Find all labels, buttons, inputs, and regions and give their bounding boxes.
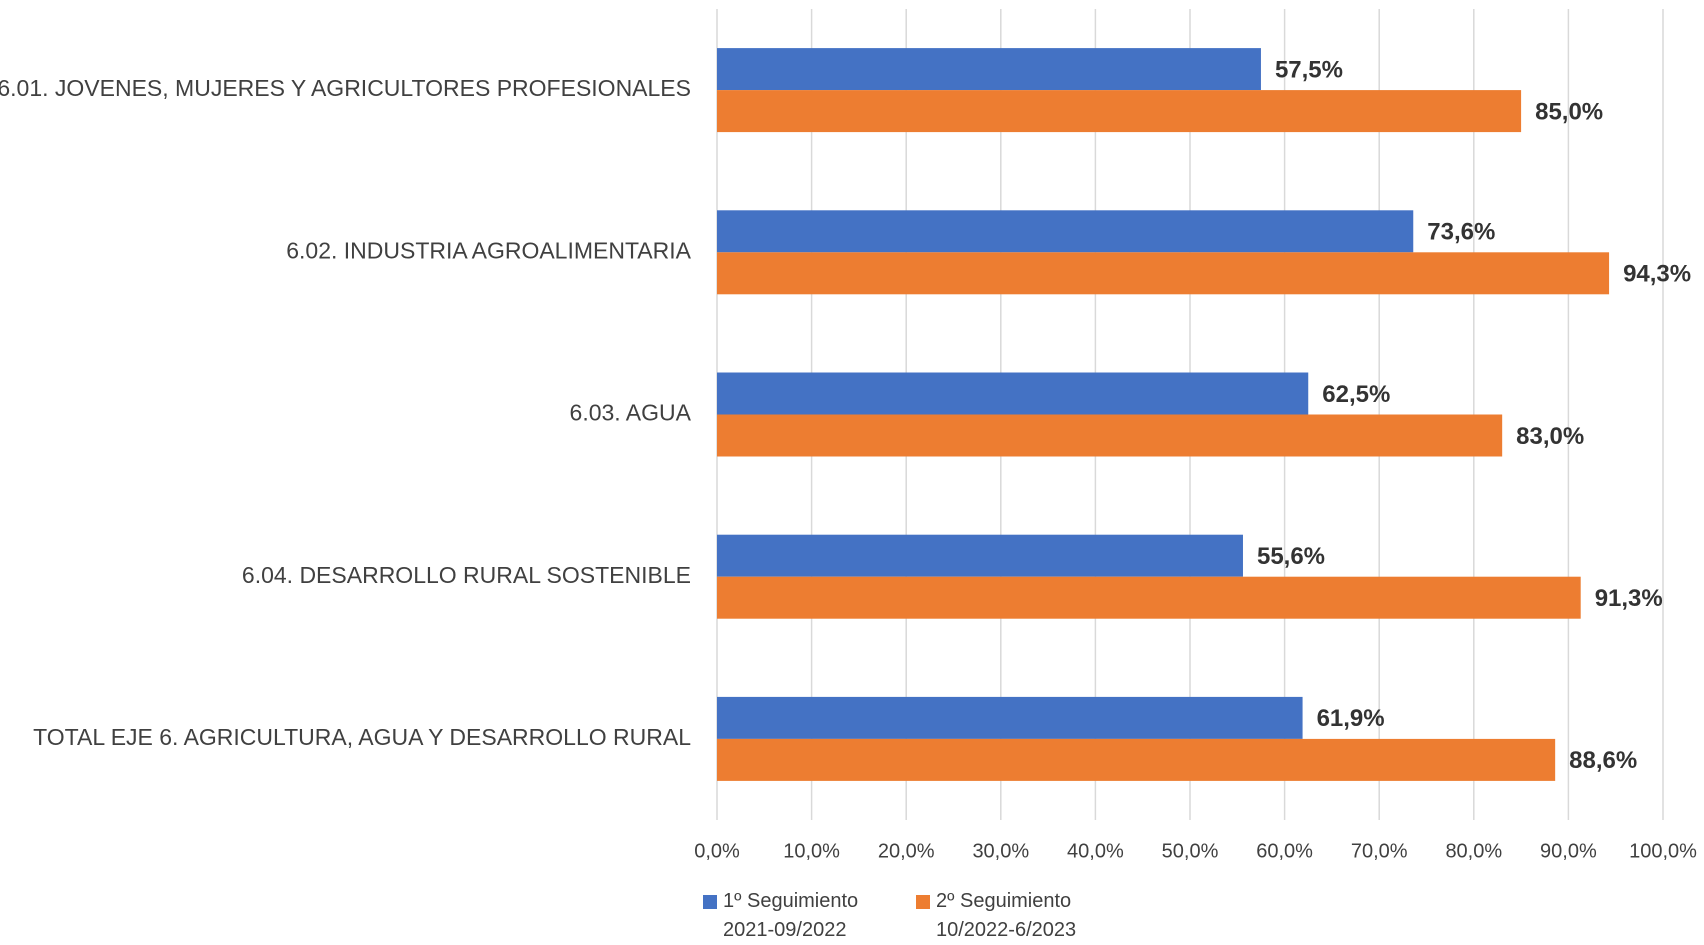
bar [717, 252, 1610, 295]
value-label: 91,3% [1595, 585, 1663, 612]
x-tick-label: 20,0% [878, 840, 935, 862]
bar [717, 534, 1243, 577]
category-label: 6.04. DESARROLLO RURAL SOSTENIBLE [242, 562, 691, 588]
x-tick-label: 80,0% [1445, 840, 1502, 862]
bar [717, 414, 1503, 457]
x-tick-label: 100,0% [1629, 840, 1697, 862]
value-label: 83,0% [1516, 423, 1584, 450]
value-label: 94,3% [1623, 261, 1691, 288]
value-label: 62,5% [1322, 381, 1390, 408]
value-label: 73,6% [1427, 219, 1495, 246]
x-tick-label: 70,0% [1351, 840, 1408, 862]
legend-item: 1º Seguimiento 2021-09/2022 [703, 890, 888, 945]
category-label: 6.03. AGUA [570, 400, 692, 426]
legend-swatch [916, 895, 930, 909]
legend-swatch [703, 895, 717, 909]
value-label: 57,5% [1275, 56, 1343, 83]
bar [717, 576, 1581, 619]
bar [717, 372, 1309, 415]
x-tick-label: 10,0% [783, 840, 840, 862]
value-label: 85,0% [1535, 98, 1603, 125]
category-label: TOTAL EJE 6. AGRICULTURA, AGUA Y DESARRO… [33, 724, 691, 750]
category-label: 6.02. INDUSTRIA AGROALIMENTARIA [286, 237, 691, 263]
value-label: 61,9% [1317, 705, 1385, 732]
bar [717, 210, 1414, 253]
legend-label: 1º Seguimiento 2021-09/2022 [723, 890, 859, 941]
bar [717, 696, 1303, 739]
bar [717, 90, 1522, 133]
x-tick-label: 0,0% [694, 840, 740, 862]
bar [717, 738, 1556, 781]
x-tick-label: 60,0% [1256, 840, 1313, 862]
x-tick-label: 50,0% [1162, 840, 1219, 862]
legend-label: 2º Seguimiento 10/2022-6/2023 [936, 890, 1077, 941]
category-label: 6.01. JOVENES, MUJERES Y AGRICULTORES PR… [0, 75, 691, 101]
legend-item: 2º Seguimiento 10/2022-6/2023 [916, 890, 1101, 945]
bar [717, 48, 1261, 91]
x-tick-label: 40,0% [1067, 840, 1124, 862]
value-label: 55,6% [1257, 543, 1325, 570]
value-label: 88,6% [1569, 747, 1637, 774]
x-tick-label: 30,0% [972, 840, 1029, 862]
legend: 1º Seguimiento 2021-09/2022 2º Seguimient… [0, 890, 1704, 945]
x-tick-label: 90,0% [1540, 840, 1597, 862]
